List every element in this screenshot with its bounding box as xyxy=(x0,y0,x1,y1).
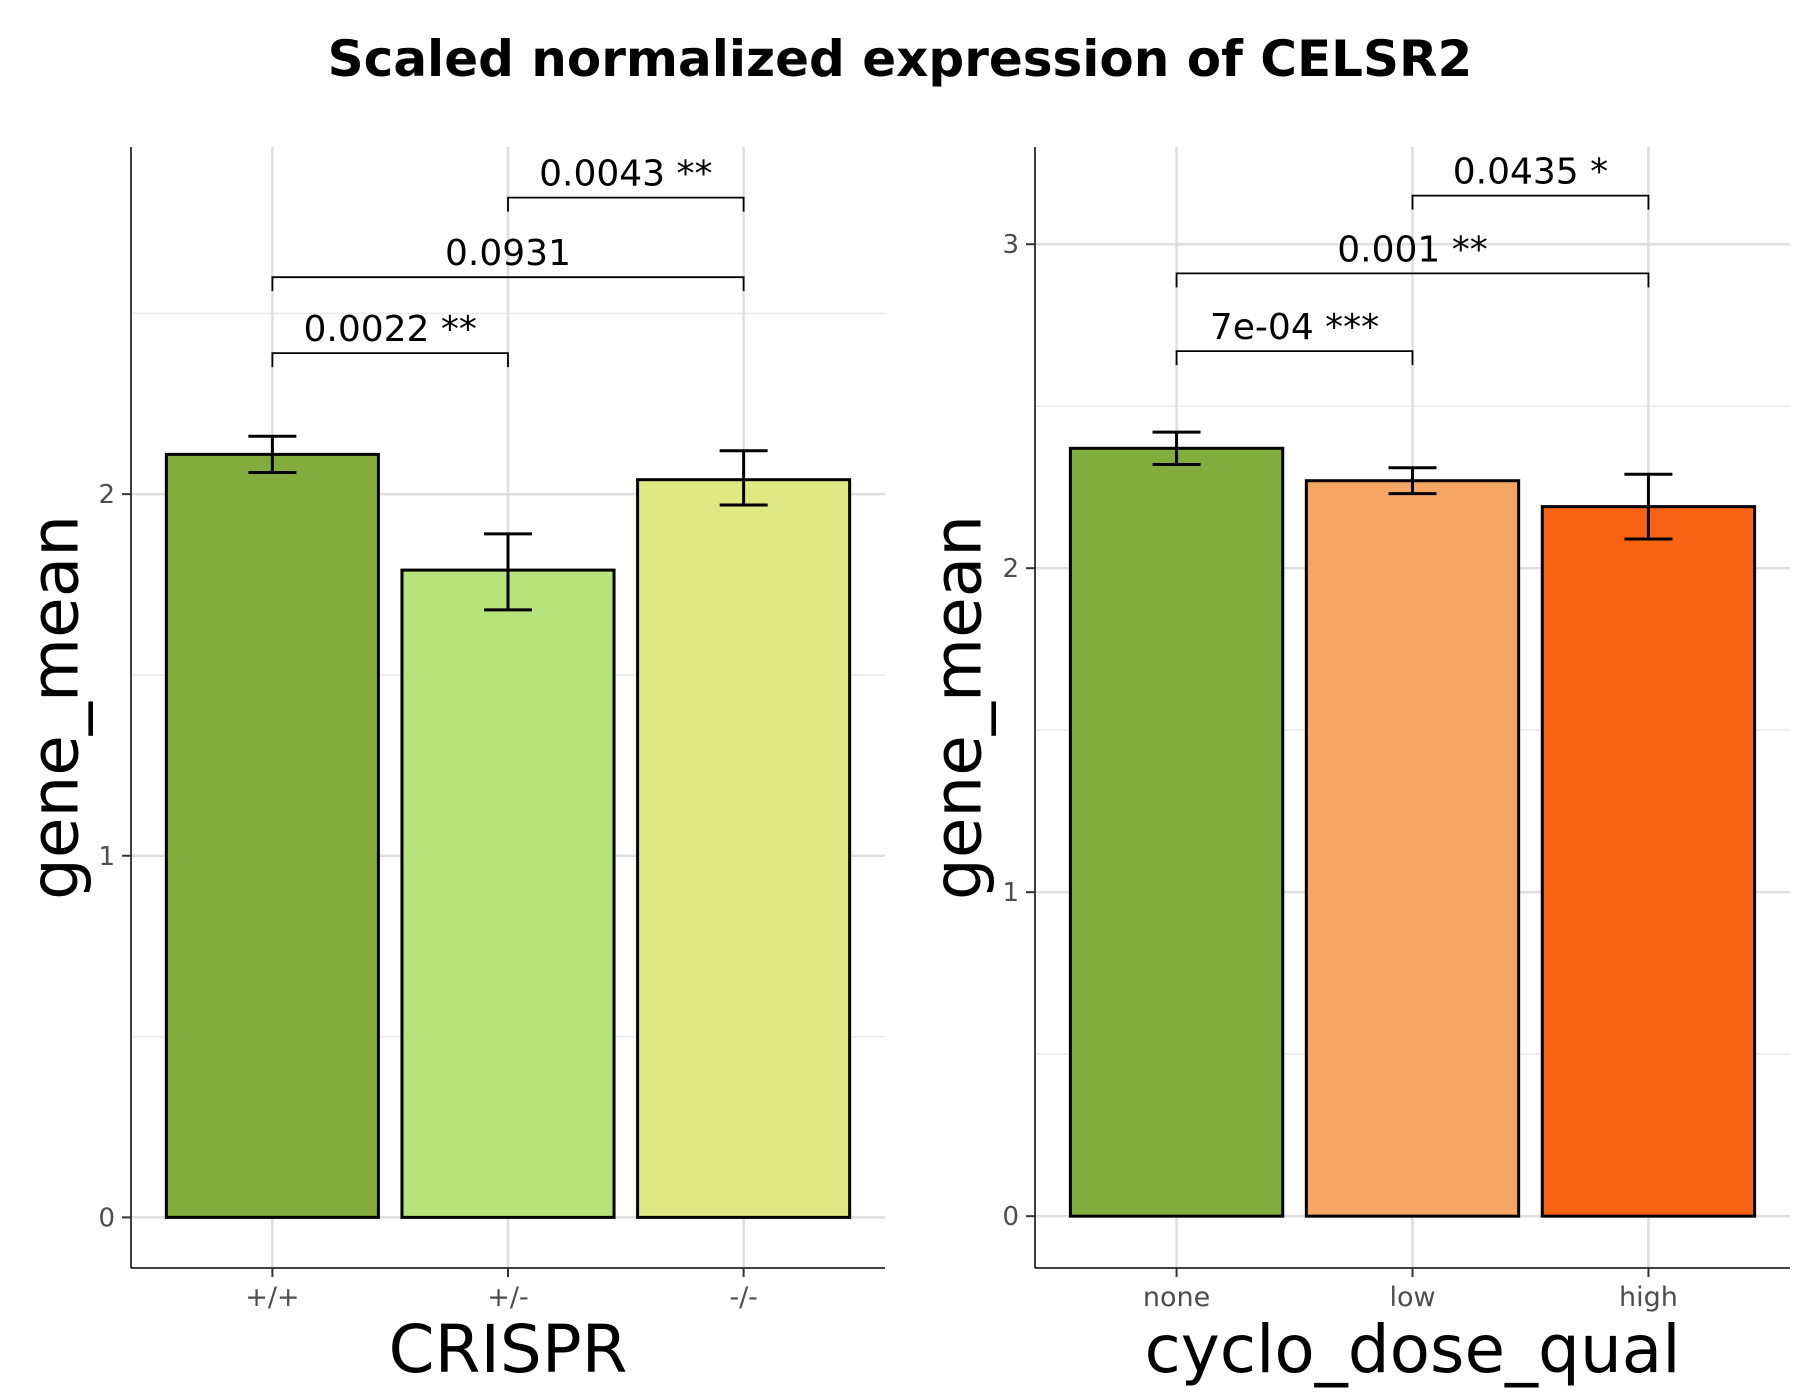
bracket-label: 0.0022 ** xyxy=(303,309,476,350)
y-tick-label: 1 xyxy=(1002,878,1019,908)
bar-3 xyxy=(636,478,852,1219)
bar-2 xyxy=(400,568,616,1219)
bracket-line xyxy=(271,276,745,292)
y-tick-label: 0 xyxy=(98,1203,115,1233)
x-tick-label: -/- xyxy=(729,1282,758,1313)
bracket-label: 0.0931 xyxy=(445,233,571,274)
bar-2 xyxy=(1304,479,1521,1218)
error-bar-2 xyxy=(1388,466,1437,496)
bracket-line xyxy=(1411,194,1650,210)
significance-bracket-3: 0.0043 ** xyxy=(507,154,745,212)
bar-1 xyxy=(1068,446,1285,1218)
bar-3 xyxy=(1540,505,1757,1218)
bracket-line xyxy=(1175,272,1650,288)
panel-cyclo-dose-qual: 7e-04 *** 0.001 ** 0.0435 * 0 1 2 3 none low high… xyxy=(920,147,1790,1388)
x-tick-label: +/- xyxy=(487,1282,528,1313)
y-tick-label: 2 xyxy=(98,480,115,510)
bracket-line xyxy=(1175,350,1414,366)
bracket-label: 7e-04 *** xyxy=(1210,307,1379,348)
y-tick-label: 2 xyxy=(1002,554,1019,584)
significance-bracket-1: 7e-04 *** xyxy=(1175,307,1414,366)
bracket-label: 0.0435 * xyxy=(1453,152,1608,193)
y-axis-title: gene_mean xyxy=(920,515,997,900)
error-bar-3 xyxy=(719,449,768,507)
significance-bracket-2: 0.0931 xyxy=(271,233,745,292)
x-axis-title: cyclo_dose_qual xyxy=(1144,1311,1680,1388)
y-tick-label: 3 xyxy=(1002,230,1019,260)
bar-1 xyxy=(164,452,380,1219)
bracket-label: 0.001 ** xyxy=(1337,229,1488,270)
significance-bracket-1: 0.0022 ** xyxy=(271,309,509,368)
chart-title: Scaled normalized expression of CELSR2 xyxy=(327,30,1473,88)
panel-crispr: 0.0022 ** 0.0931 0.0043 ** 0 1 2 +/+ +/- -/- CRIS… xyxy=(17,147,885,1388)
x-axis-title: CRISPR xyxy=(389,1311,628,1388)
x-tick-label: high xyxy=(1619,1282,1678,1313)
bracket-label: 0.0043 ** xyxy=(539,154,712,195)
significance-bracket-3: 0.0435 * xyxy=(1411,152,1650,210)
y-axis-title: gene_mean xyxy=(17,515,94,900)
y-tick-label: 0 xyxy=(1002,1202,1019,1232)
significance-bracket-2: 0.001 ** xyxy=(1175,229,1650,288)
x-tick-label: low xyxy=(1389,1282,1435,1313)
y-tick-label: 1 xyxy=(98,842,115,872)
x-tick-label: none xyxy=(1143,1282,1210,1313)
error-bar-2 xyxy=(484,532,532,612)
error-bar-1 xyxy=(248,434,297,474)
bracket-line xyxy=(271,352,509,368)
error-bar-3 xyxy=(1624,472,1673,541)
x-tick-label: +/+ xyxy=(245,1282,299,1313)
error-bar-1 xyxy=(1152,430,1201,467)
bracket-line xyxy=(507,196,745,212)
